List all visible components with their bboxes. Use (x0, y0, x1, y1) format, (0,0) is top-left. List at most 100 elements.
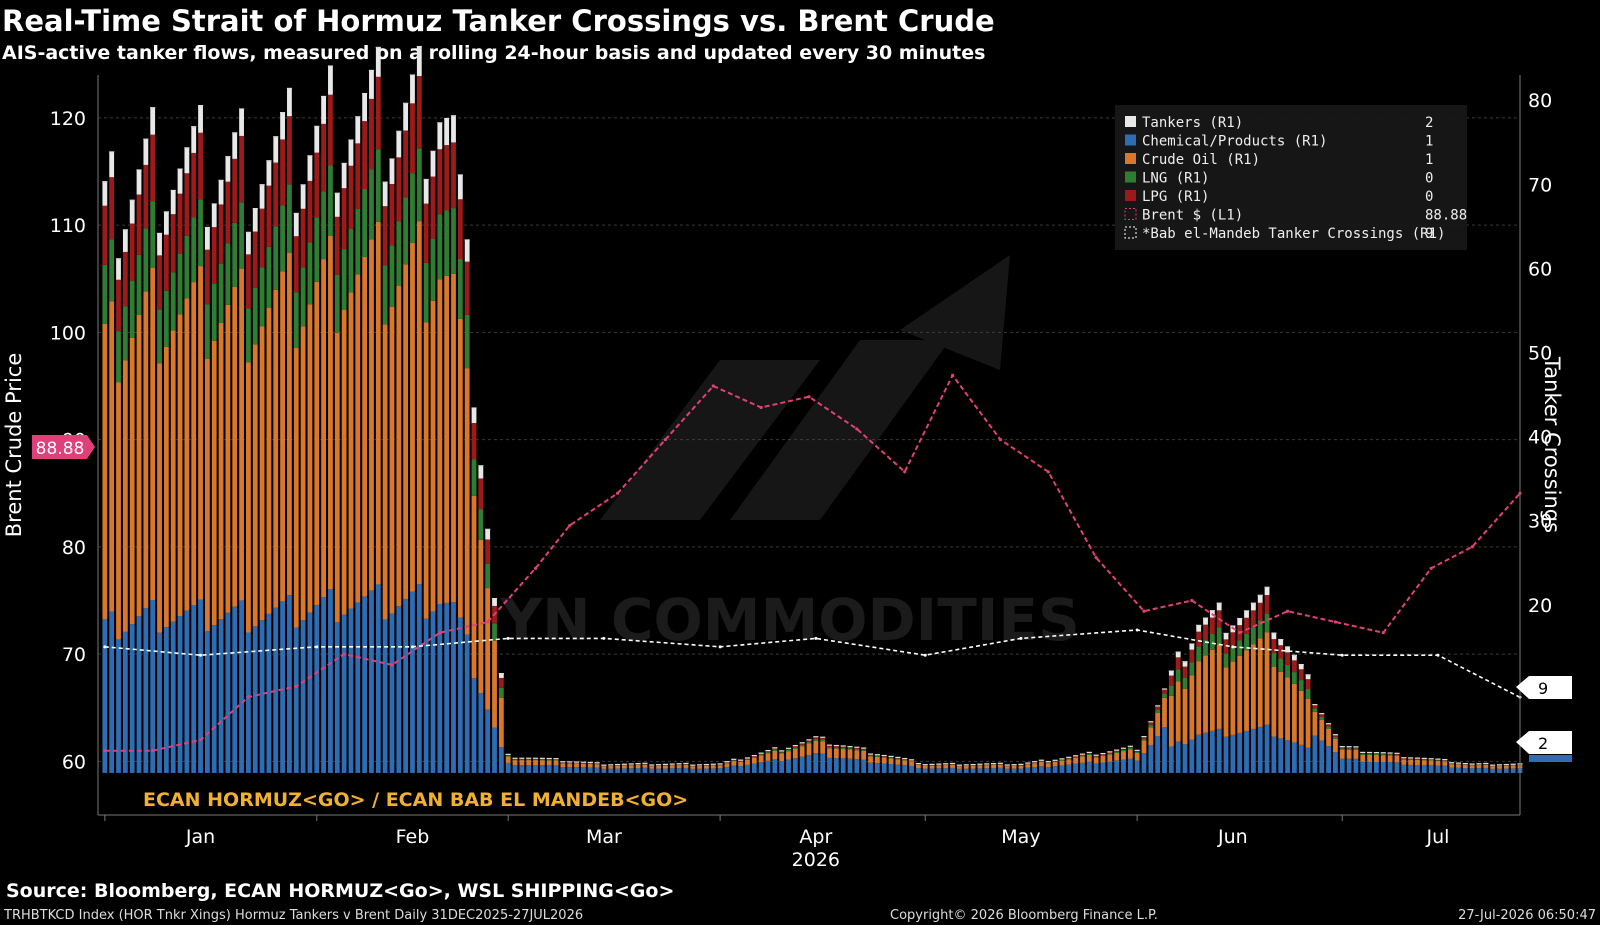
bar-segment-chemical (1428, 765, 1434, 773)
bar-segment-chemical (553, 765, 559, 773)
chart-title: Real-Time Strait of Hormuz Tanker Crossi… (2, 4, 995, 38)
bar-segment-lng (594, 763, 600, 765)
bar-segment-crude (143, 291, 149, 609)
bar-segment-lng (998, 764, 1003, 765)
bar-segment-lng (1449, 763, 1455, 765)
bar-top (772, 747, 778, 749)
bar-segment-tankers (410, 75, 415, 104)
bar-segment-crude (628, 765, 634, 769)
legend-label: LNG (R1) (1142, 171, 1209, 187)
bar-segment-chemical (225, 612, 231, 773)
bar-segment-lpg (457, 199, 463, 260)
bar-top (553, 758, 559, 760)
bar-segment-crude (1011, 765, 1017, 769)
bar-segment-lng (1168, 685, 1174, 696)
bar-top (785, 747, 792, 749)
bar-segment-tankers (1298, 664, 1304, 670)
bar-segment-chemical (977, 768, 983, 773)
bar-segment-lpg (157, 255, 162, 310)
bar-segment-chemical (122, 631, 128, 773)
bar-segment-lpg (389, 183, 395, 246)
bar-segment-crude (1380, 755, 1386, 763)
legend-label: Chemical/Products (R1) (1142, 134, 1327, 150)
bar-segment-crude (184, 298, 190, 611)
bar-top (1073, 755, 1079, 757)
bar-segment-crude (416, 221, 422, 585)
bar-segment-crude (1168, 695, 1174, 747)
legend-swatch (1125, 190, 1136, 201)
bar-segment-lng (287, 184, 292, 254)
bar-top (881, 754, 887, 757)
bar-segment-tankers (191, 127, 197, 153)
bar-segment-chemical (266, 613, 272, 773)
bab-point (315, 645, 319, 649)
bar-segment-lpg (957, 765, 962, 767)
bar-segment-crude (922, 765, 928, 769)
bar-segment-lpg (1066, 757, 1072, 759)
bar-segment-lng (1353, 748, 1359, 750)
bab-point (1231, 645, 1235, 649)
bar-segment-chemical (915, 768, 921, 773)
bar-segment-lpg (191, 152, 197, 218)
bar-segment-lpg (1059, 759, 1065, 760)
bar-segment-crude (533, 760, 538, 766)
brent-point (198, 738, 203, 742)
bar-segment-lng (122, 306, 128, 361)
bar-segment-lng (751, 756, 757, 758)
bar-top (628, 763, 634, 765)
bar-segment-lpg (1346, 747, 1352, 749)
bar-segment-tankers (122, 230, 128, 252)
bar-segment-lng (628, 764, 634, 766)
bar-segment-lpg (820, 737, 826, 740)
bab-point (814, 636, 818, 640)
bar-segment-crude (820, 741, 826, 754)
bar-segment-chemical (1114, 760, 1120, 773)
bar-segment-lng (1141, 738, 1147, 741)
bar-top (792, 745, 798, 747)
bar-segment-lpg (1045, 762, 1051, 763)
bar-segment-lpg (102, 205, 108, 265)
bar-top (977, 763, 983, 765)
bar-top (813, 736, 819, 738)
legend-label: LPG (R1) (1142, 189, 1209, 205)
bar-segment-chemical (1360, 761, 1366, 773)
brent-point (1046, 470, 1050, 474)
bar-top (1414, 757, 1421, 759)
bar-segment-lpg (1394, 753, 1400, 755)
bar-segment-lpg (690, 765, 696, 767)
brent-point (807, 395, 811, 399)
bar-top (765, 749, 771, 752)
bar-segment-chemical (314, 604, 320, 773)
bar-top (491, 597, 498, 600)
bar-segment-chemical (1415, 765, 1420, 773)
bab-point (923, 653, 927, 657)
copyright: Copyright© 2026 Bloomberg Finance L.P. (890, 908, 1158, 923)
brent-point (903, 470, 907, 474)
bar-top (122, 229, 128, 231)
bar-segment-lpg (772, 748, 778, 750)
bar-segment-lpg (1497, 765, 1502, 766)
bar-segment-lpg (478, 478, 484, 510)
bar-segment-chemical (485, 709, 491, 773)
bar-top (156, 232, 163, 235)
bar-segment-lng (827, 746, 832, 749)
bar-segment-crude (519, 760, 525, 766)
bar-segment-crude (204, 358, 210, 632)
bar-segment-crude (471, 495, 477, 679)
bar-segment-crude (1497, 766, 1502, 769)
bar-top (505, 753, 511, 755)
bar-segment-lng (1209, 633, 1215, 650)
bar-segment-lpg (1168, 675, 1174, 686)
bar-segment-lpg (1456, 763, 1461, 765)
bar-segment-lng (1004, 765, 1010, 767)
bar-segment-lpg (129, 223, 135, 281)
bar-top (683, 762, 689, 765)
bar-segment-crude (697, 766, 703, 769)
bar-top (423, 178, 429, 181)
bar-segment-tankers (232, 133, 238, 159)
bar-segment-lng (1018, 765, 1024, 766)
bar-segment-lpg (1333, 735, 1338, 737)
bar-segment-lpg (827, 745, 832, 747)
brent-point (1333, 620, 1338, 624)
bar-segment-lng (1442, 760, 1448, 762)
